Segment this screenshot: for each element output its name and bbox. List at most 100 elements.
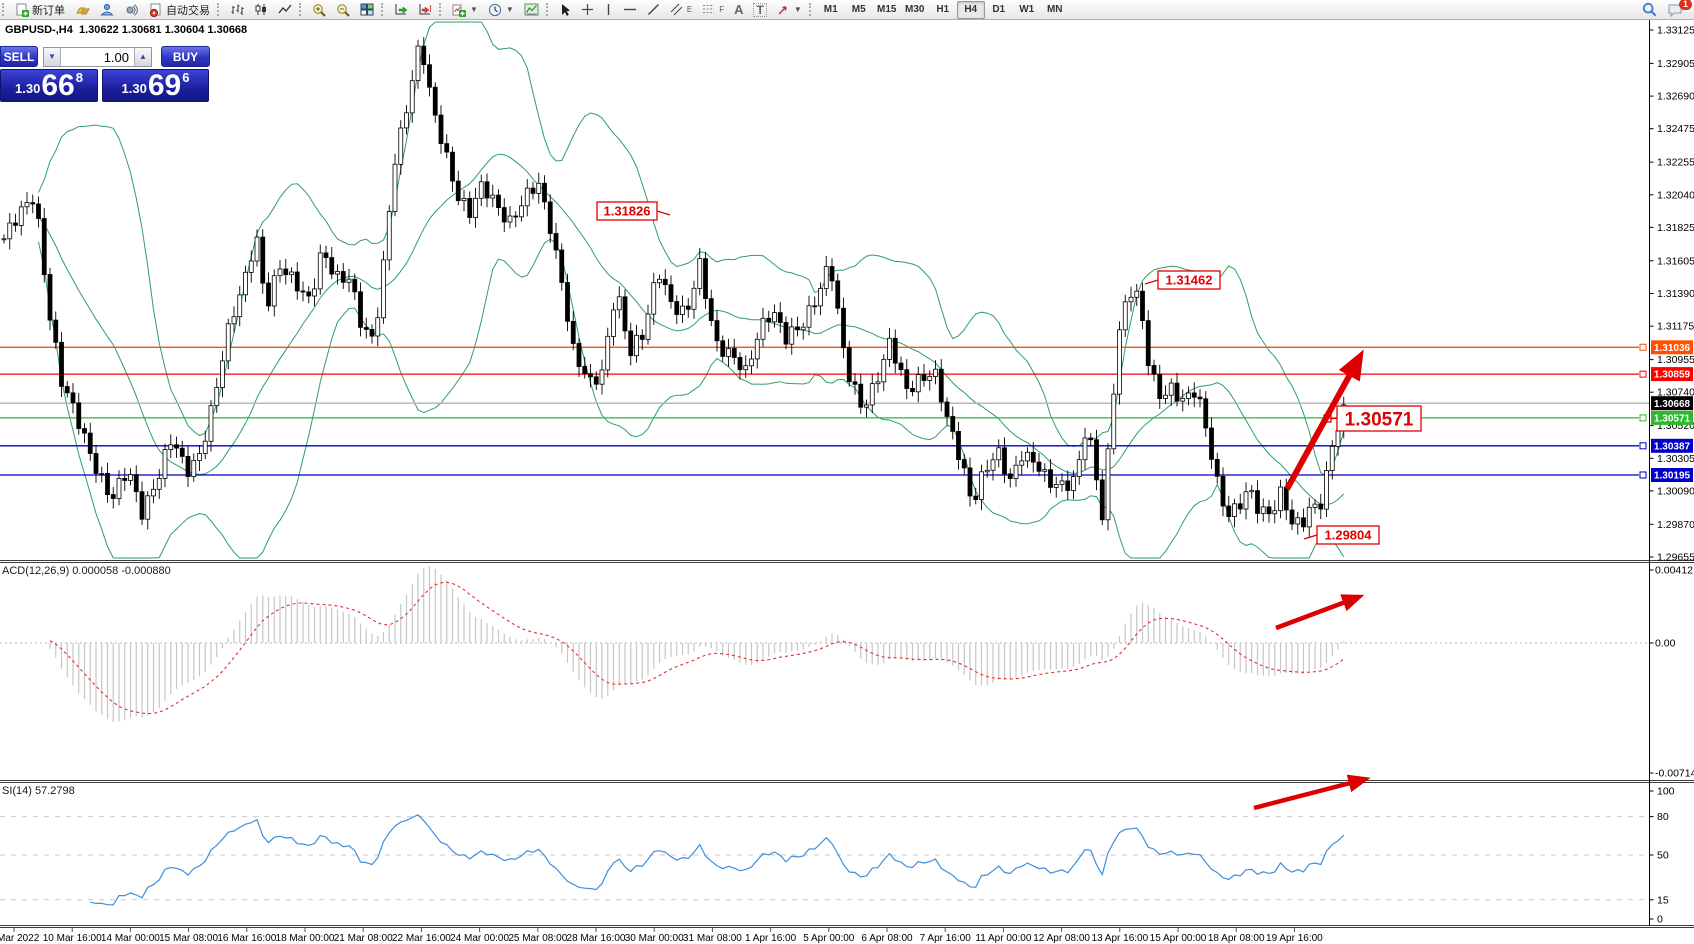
svg-text:1 Apr 16:00: 1 Apr 16:00	[745, 933, 797, 944]
volume-input[interactable]: 1.00	[61, 47, 134, 66]
notifications-button[interactable]: 1	[1662, 0, 1692, 19]
timeframe-mn-button[interactable]: MN	[1046, 4, 1063, 15]
svg-text:1.30955: 1.30955	[1657, 354, 1694, 366]
text-label-icon: T	[753, 2, 767, 17]
auto-trading-button[interactable]: 自动交易	[143, 1, 215, 19]
svg-text:1.30387: 1.30387	[1654, 441, 1691, 452]
gold-bars-icon	[76, 7, 90, 15]
arrows-button[interactable]: ▼	[772, 1, 807, 19]
chart-shift-button[interactable]	[413, 1, 437, 19]
new-order-button[interactable]: 新订单	[10, 1, 70, 19]
one-click-trading-widget: SELL ▼ 1.00 ▲ BUY 1.30 66 8 1.30 69 6	[0, 46, 210, 102]
timeframe-h1-button[interactable]: H1	[936, 4, 950, 15]
svg-text:18 Apr 08:00: 18 Apr 08:00	[1208, 933, 1265, 944]
arrows-caret: ▼	[793, 5, 802, 14]
toolbar-grip[interactable]	[381, 3, 385, 16]
annotation-text: 1.29804	[1325, 528, 1373, 543]
svg-text:15: 15	[1657, 894, 1669, 906]
templates-icon	[524, 3, 539, 16]
toolbar-grip[interactable]	[545, 3, 550, 16]
svg-text:1.32690: 1.32690	[1657, 91, 1694, 103]
text-button[interactable]: A	[729, 1, 748, 19]
candles	[1, 37, 1347, 538]
cursor-button[interactable]	[554, 1, 576, 19]
timeframe-m15-button[interactable]: M15	[877, 4, 897, 15]
chart-title: GBPUSD-,H4 1.30622 1.30681 1.30604 1.306…	[5, 24, 248, 36]
toolbar: 新订单 自动交易	[0, 0, 1694, 20]
svg-text:24 Mar 00:00: 24 Mar 00:00	[450, 933, 509, 944]
sell-price-panel[interactable]: 1.30 66 8	[0, 69, 98, 102]
templates-button[interactable]	[519, 1, 544, 19]
svg-text:7 Apr 16:00: 7 Apr 16:00	[920, 933, 972, 944]
new-chart-button[interactable]	[70, 1, 95, 19]
svg-text:13 Apr 16:00: 13 Apr 16:00	[1091, 933, 1148, 944]
indicators-caret: ▼	[470, 5, 478, 14]
svg-text:1.31390: 1.31390	[1657, 288, 1694, 300]
svg-text:19 Apr 16:00: 19 Apr 16:00	[1266, 933, 1323, 944]
text-label-button[interactable]: T	[748, 1, 771, 19]
svg-text:12 Apr 08:00: 12 Apr 08:00	[1033, 933, 1090, 944]
sell-button[interactable]: SELL	[0, 46, 38, 67]
horizontal-line-button[interactable]	[618, 1, 642, 19]
periods-caret: ▼	[505, 5, 514, 14]
vertical-line-button[interactable]	[599, 1, 618, 19]
buy-button[interactable]: BUY	[161, 46, 210, 67]
fibonacci-button[interactable]: F	[697, 1, 729, 19]
toolbar-grip[interactable]	[808, 3, 813, 16]
periods-button[interactable]: ▼	[483, 1, 519, 19]
rsi-axis: 100 80 50 15 0	[1649, 786, 1675, 926]
svg-text:1.33125: 1.33125	[1657, 25, 1694, 37]
toolbar-grip[interactable]	[217, 3, 221, 16]
auto-scroll-button[interactable]	[389, 1, 413, 19]
price-badges[interactable]: 1.31036 1.30859 1.30668 1.30571 1.30387 1.301…	[1651, 340, 1693, 482]
profiles-button[interactable]	[95, 1, 119, 19]
timeframe-w1-button[interactable]: W1	[1019, 4, 1035, 15]
candlestick-chart-button[interactable]	[249, 1, 273, 19]
annotation-text: 1.30571	[1345, 409, 1414, 430]
timeframe-group: M1 M5 M15 M30 H1 H4 D1 W1 MN	[817, 0, 1069, 19]
bollinger-bands	[38, 21, 1345, 559]
timeframe-h4-button[interactable]: H4	[956, 0, 985, 19]
signals-button[interactable]	[119, 1, 143, 19]
equidistant-channel-button[interactable]: E	[665, 1, 697, 19]
rsi-line	[90, 814, 1345, 906]
svg-text:25 Mar 08:00: 25 Mar 08:00	[508, 933, 567, 944]
horizontal-lines[interactable]	[0, 343, 1650, 479]
svg-text:1.32475: 1.32475	[1657, 123, 1694, 135]
timeframe-m30-button[interactable]: M30	[905, 4, 925, 15]
timeframe-m5-button[interactable]: M5	[851, 4, 866, 15]
zoom-in-button[interactable]	[307, 1, 331, 19]
svg-text:11 Apr 00:00: 11 Apr 00:00	[975, 933, 1031, 944]
channel-icon	[670, 3, 683, 16]
timeframe-m1-button[interactable]: M1	[823, 4, 838, 15]
timeframe-d1-button[interactable]: D1	[992, 4, 1006, 15]
buy-price-big: 69	[147, 69, 182, 102]
trendline-button[interactable]	[642, 1, 665, 19]
auto-scroll-icon	[395, 4, 408, 15]
toolbar-grip[interactable]	[299, 3, 303, 16]
trend-arrows[interactable]	[1253, 349, 1371, 811]
toolbar-grip[interactable]	[2, 3, 6, 16]
bar-chart-button[interactable]	[225, 1, 249, 19]
signal-icon	[126, 4, 138, 16]
svg-text:-0.007143: -0.007143	[1655, 768, 1694, 780]
tile-windows-button[interactable]	[355, 1, 379, 19]
volume-increase-button[interactable]: ▲	[134, 47, 151, 66]
indicators-button[interactable]: ▼	[447, 1, 483, 19]
svg-text:15 Apr 00:00: 15 Apr 00:00	[1150, 933, 1207, 944]
line-chart-button[interactable]	[273, 1, 297, 19]
volume-decrease-button[interactable]: ▼	[44, 47, 61, 66]
toolbar-grip[interactable]	[439, 3, 443, 16]
clock-icon	[488, 3, 502, 16]
sell-price-big: 66	[41, 69, 75, 102]
zoom-out-button[interactable]	[331, 1, 355, 19]
search-button[interactable]	[1637, 1, 1662, 19]
crosshair-button[interactable]	[576, 1, 599, 19]
buy-price-prefix: 1.30	[121, 81, 147, 96]
buy-price-panel[interactable]: 1.30 69 6	[102, 69, 209, 102]
indicators-add-icon	[452, 4, 466, 17]
macd-signal-line	[49, 581, 1345, 715]
annotations[interactable]: 1.31826 1.31462 1.30571 1.29804	[596, 201, 1422, 545]
line-chart-icon	[278, 4, 292, 14]
